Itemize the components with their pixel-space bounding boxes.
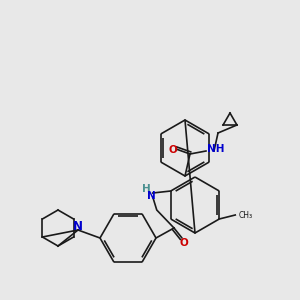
Text: O: O <box>180 238 188 248</box>
Text: N: N <box>147 191 156 201</box>
Text: CH₃: CH₃ <box>238 211 252 220</box>
Text: N: N <box>73 220 83 233</box>
Text: O: O <box>169 145 177 155</box>
Text: NH: NH <box>207 144 224 154</box>
Text: H: H <box>142 184 151 194</box>
